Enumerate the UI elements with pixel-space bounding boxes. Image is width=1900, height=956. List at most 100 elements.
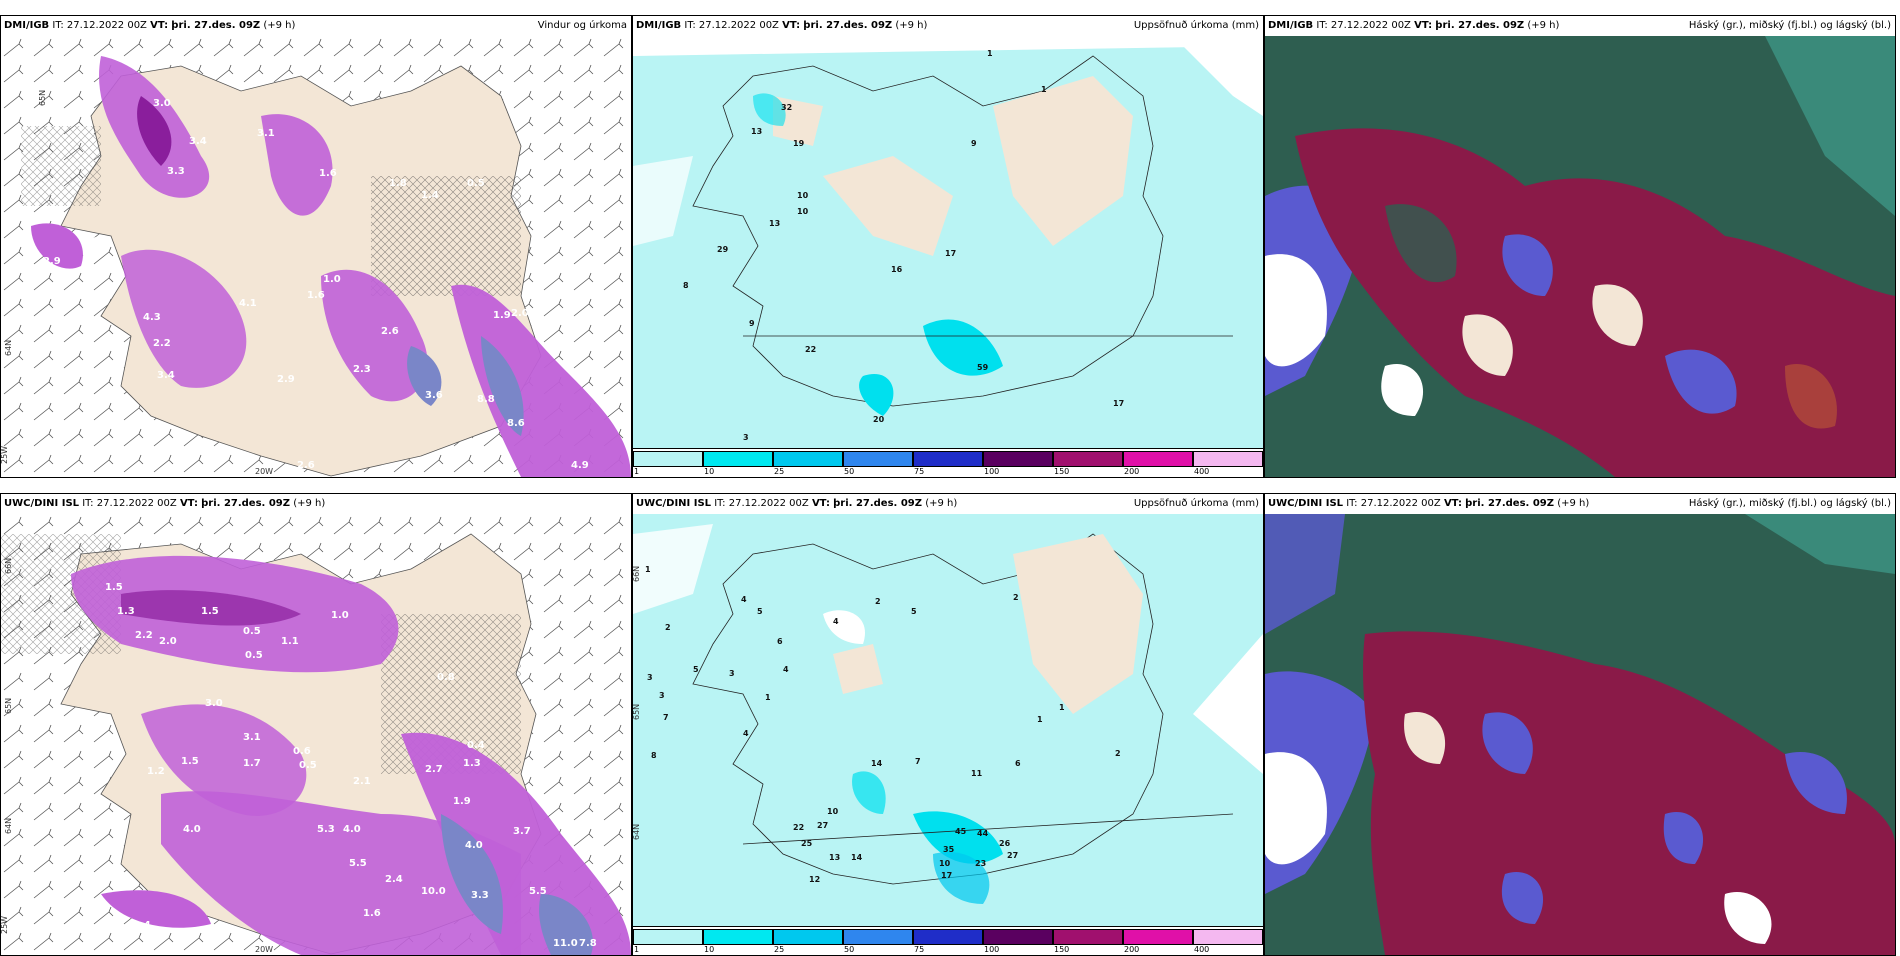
colorbar-swatch (1193, 929, 1263, 945)
accum-label: 10 (939, 859, 951, 868)
valid-time: þri. 27.des. 09Z (201, 498, 290, 509)
accum-label: 16 (891, 265, 903, 274)
precip-label: 2.7 (425, 764, 443, 775)
accum-label: 45 (955, 827, 967, 836)
accum-label: 23 (975, 859, 986, 868)
precip-label: 1.6 (319, 168, 337, 179)
panel-wind-precip-uwc: UWC/DINI ISL IT: 27.12.2022 00Z VT: þri.… (0, 493, 632, 956)
colorbar-swatch (773, 451, 843, 467)
accum-label: 1 (645, 565, 651, 574)
init-time: 27.12.2022 00Z (698, 20, 779, 31)
colorbar-tick: 75 (914, 467, 925, 476)
colorbar-swatch (703, 451, 773, 467)
accum-label: 1 (1041, 85, 1047, 94)
model-name: DMI/IGB (636, 20, 682, 31)
colorbar-swatch (1053, 451, 1123, 467)
accum-label: 11 (971, 769, 983, 778)
precip-label: 4.0 (183, 824, 201, 835)
accum-label: 2 (1013, 593, 1019, 602)
panel-wind-precip-dmi: DMI/IGB IT: 27.12.2022 00Z VT: þri. 27.d… (0, 15, 632, 478)
init-label: IT: (82, 498, 94, 509)
precip-label: 1.5 (105, 582, 123, 593)
accum-label: 1 (987, 49, 993, 58)
colorbar-swatch (843, 451, 913, 467)
precip-label: 2.3 (353, 364, 371, 375)
accum-label: 19 (793, 139, 805, 148)
accum-label: 10 (827, 807, 839, 816)
panel-header: DMI/IGB IT: 27.12.2022 00Z VT: þri. 27.d… (1, 16, 631, 36)
accum-label: 6 (777, 637, 783, 646)
precip-label: 1.7 (93, 236, 111, 247)
accum-label: 9 (749, 319, 755, 328)
precip-labels: 1.5 1.3 2.2 2.0 0.5 1.1 1.5 1.0 0.5 0.8 … (105, 582, 597, 949)
accum-label: 3 (647, 673, 653, 682)
precip-label: 1.2 (147, 766, 165, 777)
accum-precip-map: 1 4 5 2 3 5 6 3 7 4 1 4 3 8 2 5 4 22 25 … (633, 514, 1263, 927)
precip-label: 8.6 (507, 418, 525, 429)
panel-clouds-uwc: UWC/DINI ISL IT: 27.12.2022 00Z VT: þri.… (1264, 493, 1896, 956)
precip-label: 1.3 (117, 606, 135, 617)
lead-time: (+9 h) (263, 20, 296, 31)
colorbar-swatch (633, 929, 703, 945)
precip-label: 8.8 (477, 394, 495, 405)
axis-label: 25W (1, 446, 9, 464)
accum-label: 44 (977, 829, 989, 838)
accum-label: 20 (873, 415, 885, 424)
precip-label: 1.0 (323, 274, 341, 285)
map-area (1265, 36, 1895, 477)
lead-time: (+9 h) (1557, 498, 1590, 509)
colorbar-tick: 25 (774, 467, 785, 476)
panel-title: Háský (gr.), miðský (fj.bl.) og lágský (… (1688, 498, 1891, 509)
axis-label: 65N (633, 704, 641, 720)
colorbar: 1 10 25 50 75 100 150 200 400 (633, 926, 1263, 955)
colorbar-swatch (843, 929, 913, 945)
lead-time: (+9 h) (293, 498, 326, 509)
precip-label: 0.5 (467, 178, 485, 189)
accum-label: 2 (875, 597, 881, 606)
panel-title: Vindur og úrkoma (537, 20, 627, 31)
axis-label: 65N (38, 90, 47, 106)
valid-time: þri. 27.des. 09Z (803, 20, 893, 31)
precip-label: 4.9 (571, 460, 589, 471)
accum-label: 27 (817, 821, 828, 830)
axis-label: 25W (1, 916, 9, 934)
precip-label: 3.4 (189, 136, 207, 147)
accum-label: 3 (659, 691, 665, 700)
init-time: 27.12.2022 00Z (66, 20, 147, 31)
accum-label: 10 (797, 207, 809, 216)
accum-precip-map: 1 1 13 32 19 9 10 13 29 16 17 8 9 22 59 … (633, 36, 1263, 449)
precip-label: 1.8 (389, 178, 407, 189)
precip-label: 2.4 (385, 874, 403, 885)
accum-label: 17 (1113, 399, 1124, 408)
valid-time: þri. 27.des. 09Z (1465, 498, 1554, 509)
model-name: DMI/IGB (1268, 20, 1314, 31)
map-area: 1 4 5 2 3 5 6 3 7 4 1 4 3 8 2 5 4 22 25 … (633, 514, 1263, 955)
precip-label: 2.0 (159, 636, 177, 647)
precip-label: 2.2 (153, 338, 171, 349)
init-time: 27.12.2022 00Z (96, 498, 177, 509)
accum-label: 17 (945, 249, 956, 258)
colorbar-tick: 400 (1194, 467, 1210, 476)
precip-label: 2.2 (135, 630, 153, 641)
precip-label: 3.4 (157, 370, 175, 381)
panel-title: Háský (gr.), miðský (fj.bl.) og lágský (… (1688, 20, 1891, 31)
accum-label: 2 (1115, 749, 1121, 758)
accum-labels: 1 1 13 32 19 9 10 13 29 16 17 8 9 22 59 … (683, 49, 1124, 442)
map-area: 1.5 1.3 2.2 2.0 0.5 1.1 1.5 1.0 0.5 0.8 … (1, 514, 631, 955)
accum-label: 5 (911, 607, 917, 616)
valid-label: VT: (811, 498, 830, 509)
panel-accum-precip-uwc: UWC/DINI ISL IT: 27.12.2022 00Z VT: þri.… (632, 493, 1264, 956)
lead-time: (+9 h) (895, 20, 928, 31)
wind-precip-map: 3.0 3.1 3.4 3.3 1.6 1.8 1.4 0.5 2.9 1.7 … (1, 36, 631, 477)
accum-label: 12 (809, 875, 820, 884)
axis-label: 64N (4, 818, 13, 834)
precip-label: 10.0 (421, 886, 446, 897)
accum-labels: 1 4 5 2 3 5 6 3 7 4 1 4 3 8 2 5 4 22 25 … (645, 565, 1121, 884)
precip-label: 0.6 (293, 746, 311, 757)
colorbar-swatch (633, 451, 703, 467)
init-time: 27.12.2022 00Z (728, 498, 809, 509)
precip-label: 2.1 (353, 776, 371, 787)
map-area (1265, 514, 1895, 955)
accum-label: 13 (751, 127, 762, 136)
valid-time: þri. 27.des. 09Z (1435, 20, 1525, 31)
